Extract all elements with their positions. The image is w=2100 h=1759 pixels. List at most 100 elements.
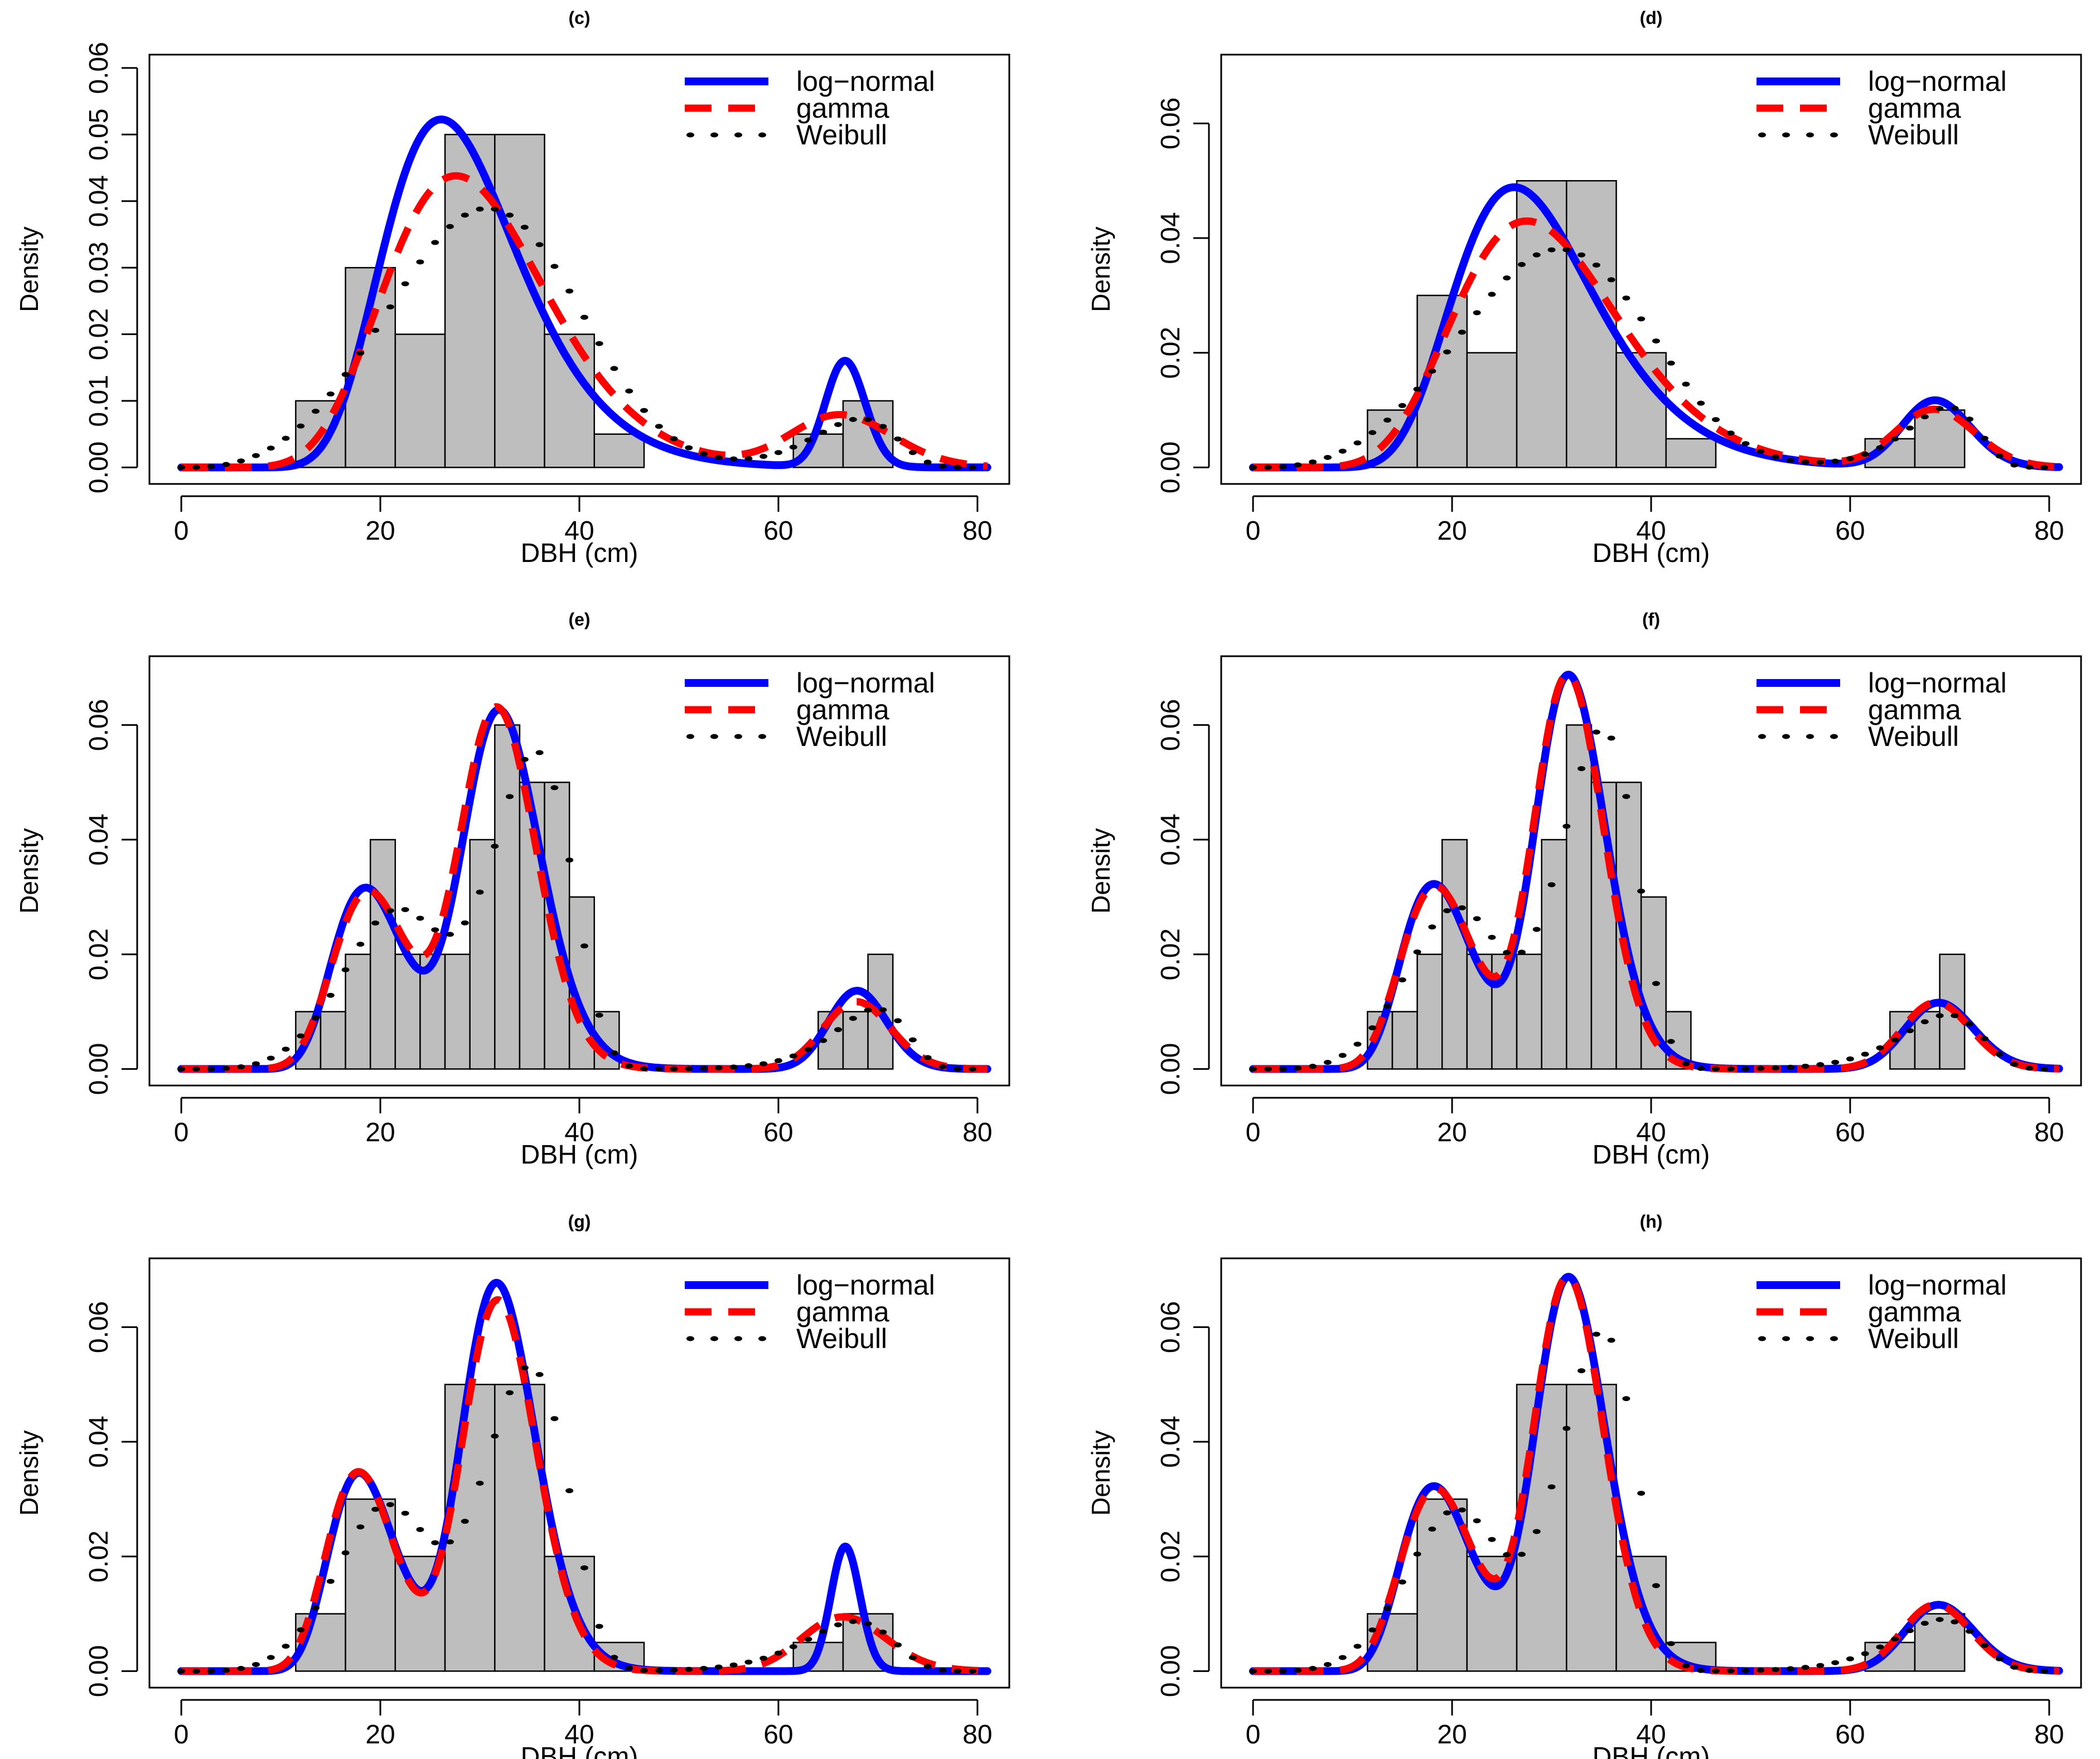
legend-weibull-dot: [686, 1336, 694, 1341]
weibull-point: [326, 992, 335, 998]
weibull-point: [356, 1524, 365, 1530]
weibull-point: [774, 1058, 782, 1063]
weibull-point: [416, 1527, 424, 1532]
weibull-point: [1503, 949, 1511, 955]
legend-weibull-swatch: [1758, 1336, 1838, 1341]
weibull-point: [923, 1664, 932, 1669]
weibull-point: [1667, 360, 1675, 366]
lognormal-curve: [177, 115, 991, 472]
weibull-point: [1323, 1662, 1332, 1668]
weibull-point: [386, 1502, 394, 1508]
weibull-point: [2010, 462, 2019, 468]
weibull-point: [1831, 458, 1840, 464]
weibull-point: [506, 794, 514, 799]
histogram-bar: [1541, 839, 1567, 1070]
weibull-point: [1592, 729, 1600, 735]
weibull-point: [1562, 1426, 1571, 1431]
weibull-point: [312, 1015, 320, 1021]
weibull-point: [1966, 1021, 1974, 1026]
legend-weibull-dot: [734, 132, 742, 138]
legend-weibull-dot: [1806, 132, 1814, 138]
weibull-point: [744, 1063, 753, 1069]
weibull-point: [1309, 1665, 1317, 1671]
weibull-curve: [177, 750, 976, 1072]
weibull-curve: [177, 1365, 976, 1674]
weibull-point: [341, 372, 350, 377]
gamma-curve: [181, 1296, 988, 1675]
weibull-point: [1772, 1065, 1780, 1070]
y-tick-label: 0.06: [1156, 98, 1186, 149]
weibull-point: [312, 1605, 320, 1611]
y-tick-label: 0.04: [84, 175, 114, 227]
weibull-point: [1816, 1663, 1825, 1668]
weibull-point: [834, 1027, 843, 1033]
weibull-point: [1786, 1064, 1794, 1070]
legend-weibull-dot: [1758, 1336, 1766, 1341]
y-tick-label: 0.04: [1156, 1416, 1186, 1467]
weibull-point: [1772, 1667, 1780, 1673]
x-axis: 0 20 40 60 80: [174, 495, 993, 546]
weibull-point: [371, 920, 380, 926]
y-axis: 0.00 0.02 0.04 0.06: [84, 1301, 138, 1697]
legend-label: gamma: [796, 694, 889, 725]
weibull-point: [1652, 1583, 1660, 1588]
weibull-point: [2025, 464, 2034, 470]
legend-weibull-dot: [710, 132, 718, 138]
weibull-point: [1726, 430, 1735, 436]
weibull-point: [1726, 1066, 1735, 1072]
panel-g: (g) 0 20 40 60 80 DBH (cm) 0.00 0.02 0.04 0.06 Dens…: [14, 1212, 1010, 1759]
weibull-point: [446, 932, 454, 937]
legend-weibull-dot: [710, 734, 718, 739]
weibull-point: [1786, 458, 1794, 463]
weibull-point: [1383, 418, 1392, 423]
weibull-point: [1473, 310, 1481, 316]
weibull-point: [1413, 386, 1421, 392]
x-axis: 0 20 40 60 80: [174, 1699, 993, 1750]
weibull-point: [938, 1064, 947, 1069]
weibull-point: [1846, 1656, 1854, 1661]
weibull-point: [1757, 1668, 1765, 1673]
histogram-bars: [1367, 1383, 1966, 1672]
x-tick-label: 20: [1437, 1118, 1467, 1147]
weibull-point: [491, 844, 499, 849]
weibull-point: [774, 450, 782, 456]
weibull-point: [1592, 1331, 1600, 1337]
histogram-bar: [1665, 438, 1717, 468]
weibull-point: [714, 455, 723, 461]
weibull-point: [1249, 1066, 1257, 1072]
weibull-point: [267, 1655, 275, 1660]
histogram-bar: [444, 1383, 496, 1672]
y-tick-label: 0.04: [84, 1416, 114, 1467]
weibull-point: [580, 314, 588, 320]
panel-title: (g): [568, 1212, 591, 1232]
weibull-point: [1951, 1619, 1959, 1625]
weibull-point: [1712, 1668, 1720, 1674]
weibull-point: [1249, 464, 1257, 470]
legend-weibull-dot: [734, 1336, 742, 1341]
weibull-point: [1801, 459, 1809, 465]
weibull-point: [759, 1061, 768, 1067]
weibull-point: [1966, 416, 1974, 422]
weibull-point: [1562, 823, 1571, 829]
histogram-bar: [320, 1011, 346, 1070]
weibull-point: [954, 1066, 962, 1072]
weibull-point: [1920, 1621, 1929, 1626]
weibull-point: [714, 1664, 723, 1670]
histogram-bars: [295, 134, 894, 468]
weibull-point: [371, 327, 380, 333]
legend-weibull-dot: [1830, 734, 1838, 739]
weibull-point: [1547, 1484, 1556, 1490]
x-tick-label: 0: [1246, 1118, 1261, 1147]
y-tick-label: 0.00: [1156, 1043, 1186, 1095]
y-axis-label: Density: [1086, 226, 1115, 312]
density-curves: [1249, 1272, 2063, 1675]
weibull-point: [1906, 1628, 1914, 1634]
weibull-point: [1876, 1644, 1884, 1650]
weibull-point: [1578, 766, 1586, 772]
weibull-point: [819, 429, 828, 435]
panel-title: (d): [1640, 8, 1663, 28]
weibull-point: [804, 1046, 812, 1052]
gamma-curve: [1253, 217, 2060, 471]
y-axis-label: Density: [14, 828, 43, 913]
